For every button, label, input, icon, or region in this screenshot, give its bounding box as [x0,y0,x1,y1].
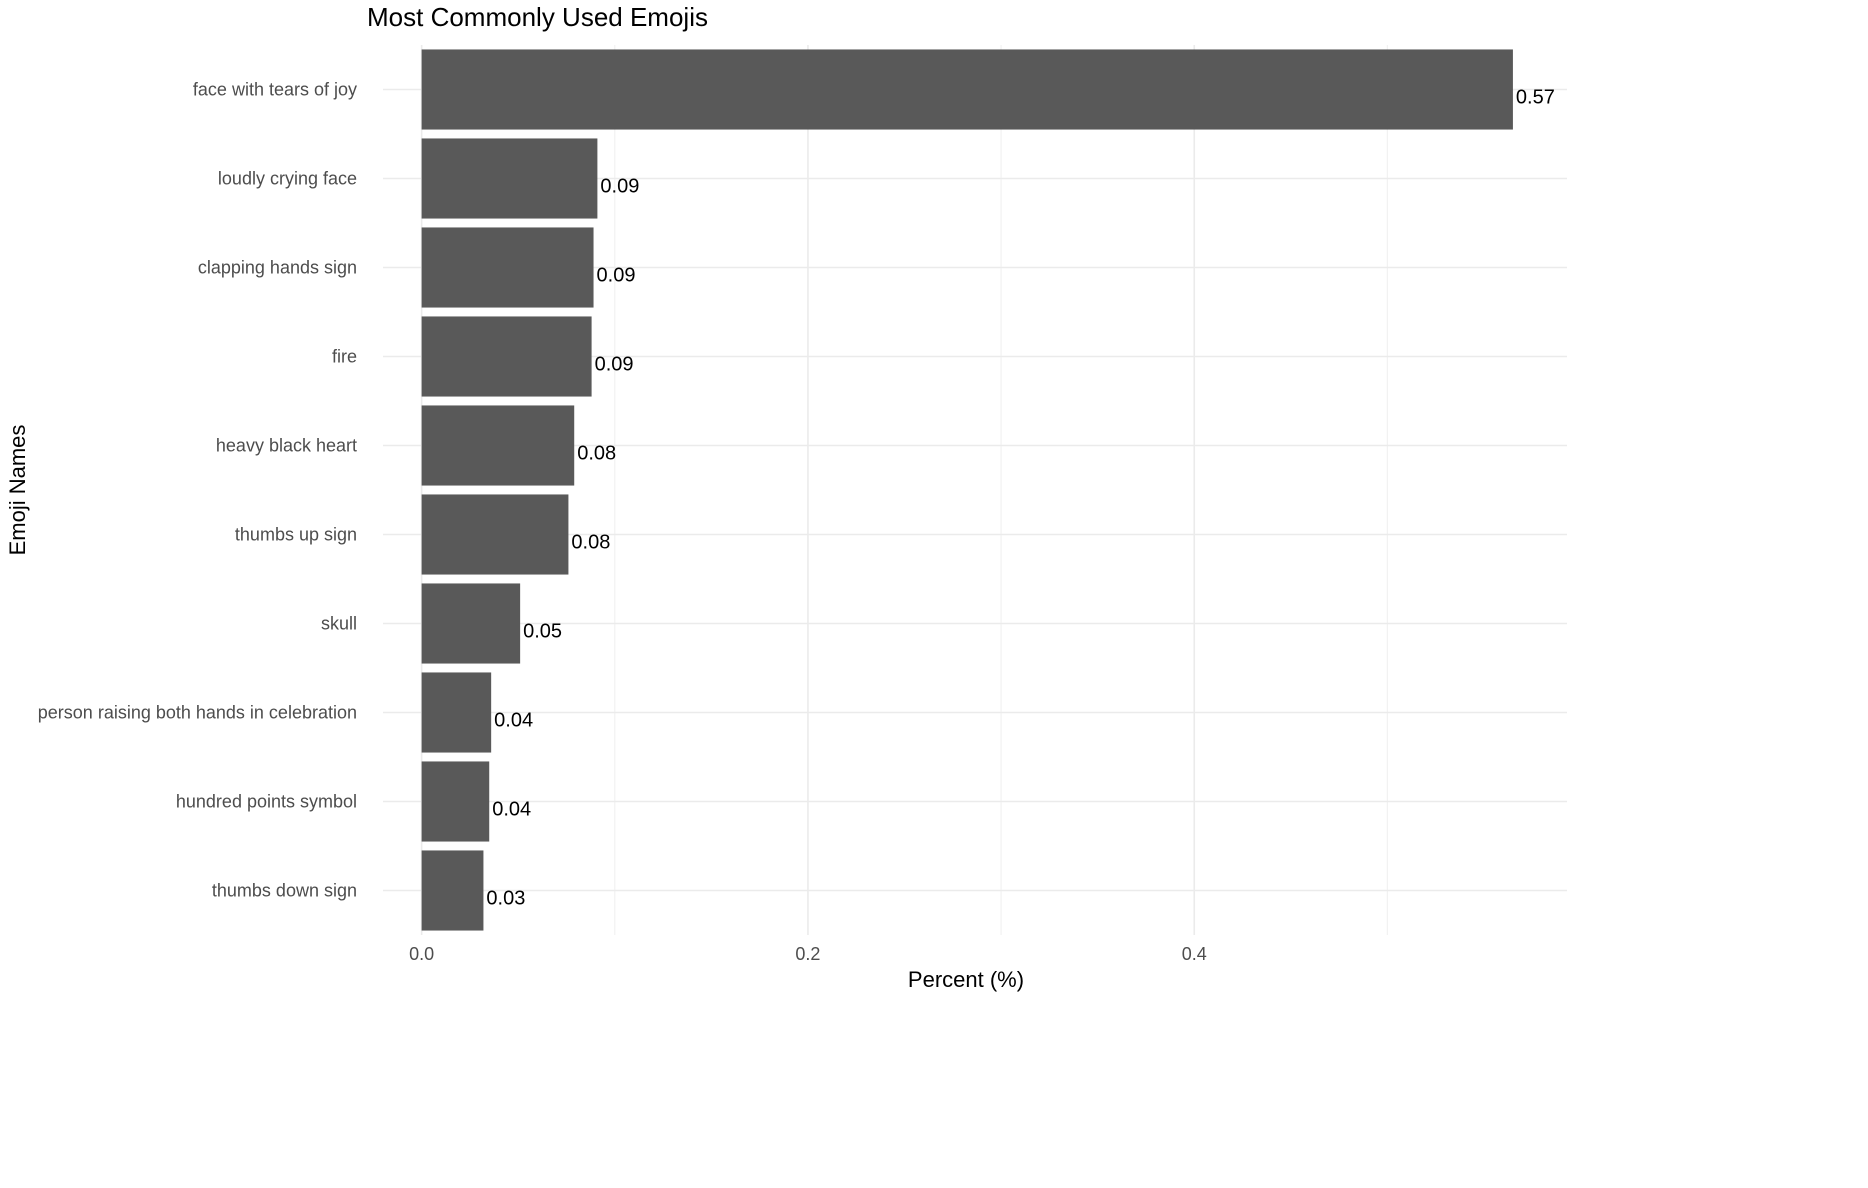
bar-value-label: 0.57 [1516,87,1555,109]
bar-value-label: 0.05 [523,621,562,643]
bar [421,316,592,397]
x-tick-label: 0.0 [409,944,434,964]
x-tick-label: 0.2 [795,944,820,964]
y-tick-label: thumbs up sign [235,525,357,545]
y-tick-label: clapping hands sign [198,258,357,278]
y-axis-tick-labels: face with tears of joy loudly crying face… [38,80,357,901]
bar [421,850,484,931]
data-labels: 0.57 0.09 0.09 0.09 0.08 0.08 0.05 0.04 0.04 0.03 [486,87,1554,910]
y-tick-label: skull [321,614,357,634]
grid-lines [383,45,1567,935]
bar [421,405,575,486]
bar-value-label: 0.04 [492,799,531,821]
bar-value-label: 0.08 [577,443,616,465]
bar [421,49,1513,130]
bar [421,227,594,308]
y-tick-label: heavy black heart [216,436,357,456]
chart-title: Most Commonly Used Emojis [367,2,708,32]
y-tick-label: hundred points symbol [176,792,357,812]
x-axis-tick-labels: 0.0 0.2 0.4 [409,944,1207,964]
bar-value-label: 0.09 [600,176,639,198]
bar [421,672,492,753]
y-axis-title: Emoji Names [5,425,30,556]
y-tick-label: loudly crying face [218,169,357,189]
bar-value-label: 0.03 [486,888,525,910]
y-tick-label: face with tears of joy [193,80,357,100]
bars [421,49,1513,931]
bar [421,138,598,219]
bar-value-label: 0.04 [494,710,533,732]
y-tick-label: thumbs down sign [212,881,357,901]
bar-value-label: 0.09 [595,354,634,376]
x-tick-label: 0.4 [1182,944,1207,964]
x-axis-title: Percent (%) [908,967,1024,992]
bar [421,494,569,575]
bar-value-label: 0.09 [597,265,636,287]
bar [421,583,521,664]
y-tick-label: person raising both hands in celebration [38,703,357,723]
bar-value-label: 0.08 [571,532,610,554]
bar [421,761,490,842]
y-tick-label: fire [332,347,357,367]
